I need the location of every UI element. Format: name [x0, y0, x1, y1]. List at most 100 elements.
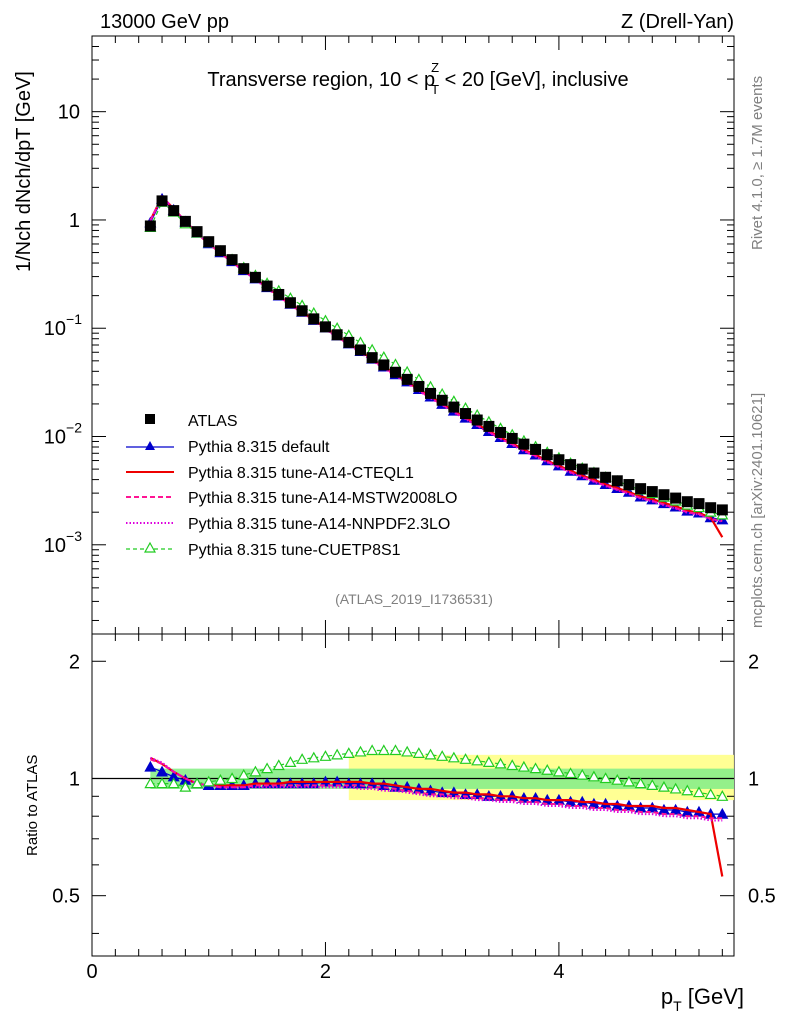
atlas-data-point	[681, 496, 693, 508]
ratio-default-point	[156, 765, 169, 777]
ratio-cuetp8s1-point	[307, 751, 320, 763]
x-tick-label: 0	[86, 961, 97, 983]
ratio-cuetp8s1-point	[156, 777, 169, 789]
atlas-data-point	[156, 195, 168, 207]
ratio-cuetp8s1-point	[704, 788, 717, 800]
atlas-data-point	[319, 321, 331, 333]
ratio-cuetp8s1-point	[179, 780, 192, 792]
legend-label-a14-nnpdf: Pythia 8.315 tune-A14-NNPDF2.3LO	[188, 516, 450, 533]
legend-marker-default	[145, 441, 155, 450]
ratio-cuetp8s1-point	[296, 753, 309, 764]
legend-label-a14-cteql1: Pythia 8.315 tune-A14-CTEQL1	[188, 465, 414, 482]
atlas-data-point	[693, 498, 705, 510]
atlas-data-point	[716, 504, 728, 516]
collision-energy-label: 13000 GeV pp	[100, 11, 229, 33]
atlas-data-point	[611, 475, 623, 487]
main-a14-nnpdf-line	[149, 194, 723, 523]
y-tick-label: 10	[58, 102, 80, 124]
plot-title: Transverse region, 10 < pZ T < 20 [GeV], …	[207, 60, 628, 97]
y-tick-label: 10	[44, 427, 66, 449]
y-tick-label: 10	[44, 535, 66, 557]
ratio-cuetp8s1-point	[482, 756, 495, 767]
atlas-data-point	[366, 352, 378, 364]
ratio-y-axis-label: Ratio to ATLAS	[24, 755, 41, 856]
ratio-cuetp8s1-point	[716, 790, 729, 801]
atlas-data-point	[471, 414, 483, 426]
atlas-data-point	[658, 489, 670, 501]
ratio-cuetp8s1-point	[529, 762, 542, 774]
legend-label-a14-mstw: Pythia 8.315 tune-A14-MSTW2008LO	[188, 490, 457, 507]
ratio-cuetp8s1-point	[237, 768, 250, 780]
ratio-cuetp8s1-point	[471, 754, 484, 766]
legend-marker-cuetp8s1	[143, 541, 157, 553]
legend-item-atlas: ATLAS	[145, 413, 238, 430]
legend-marker-atlas	[145, 414, 155, 424]
rivet-version-label: Rivet 4.1.0, ≥ 1.7M events	[749, 76, 766, 250]
atlas-data-point	[600, 471, 612, 483]
atlas-data-point	[646, 486, 658, 498]
atlas-data-point	[249, 271, 261, 283]
ratio-cuetp8s1-point	[366, 744, 379, 756]
atlas-data-point	[179, 215, 191, 227]
atlas-data-point	[308, 313, 320, 325]
ratio-default-point	[716, 807, 729, 819]
atlas-data-point	[214, 245, 226, 257]
ratio-cuetp8s1-point	[634, 777, 647, 789]
legend: ATLAS Pythia 8.315 default Pythia 8.315 …	[126, 413, 457, 559]
atlas-data-point	[576, 463, 588, 475]
atlas-data-point	[284, 297, 296, 309]
mcplots-label: mcplots.cern.ch [arXiv:2401.10621]	[749, 393, 766, 628]
ratio-cuetp8s1-point	[401, 745, 414, 757]
analysis-id: (ATLAS_2019_I1736531)	[335, 591, 493, 607]
y-tick-label-exponent: −3	[66, 528, 82, 544]
ratio-cuetp8s1-point	[284, 756, 297, 767]
atlas-data-point	[495, 426, 507, 438]
atlas-data-point	[273, 288, 285, 300]
ratio-cuetp8s1-point	[506, 759, 519, 771]
atlas-data-point	[226, 254, 238, 266]
atlas-data-point	[413, 380, 425, 392]
ratio-cuetp8s1-point	[552, 765, 565, 777]
ratio-cuetp8s1-point	[459, 753, 472, 764]
atlas-data-point	[168, 205, 180, 217]
x-tick-label: 4	[553, 961, 564, 983]
atlas-data-point	[191, 226, 203, 238]
legend-label-atlas: ATLAS	[188, 413, 238, 430]
atlas-data-point	[670, 492, 682, 504]
ratio-cuetp8s1-point	[377, 744, 390, 756]
ratio-cuetp8s1-point	[436, 750, 449, 761]
ratio-cuetp8s1-point	[342, 747, 355, 758]
atlas-data-point	[343, 336, 355, 348]
legend-label-cuetp8s1: Pythia 8.315 tune-CUETP8S1	[188, 542, 401, 559]
atlas-data-point	[448, 401, 460, 413]
process-label: Z (Drell-Yan)	[621, 11, 734, 33]
ratio-cuetp8s1-point	[214, 773, 227, 785]
atlas-data-point	[203, 236, 215, 248]
ratio-a14-cteql1-line	[149, 756, 724, 877]
ratio-tick-label-left: 0.5	[52, 886, 80, 908]
atlas-data-point	[541, 449, 553, 461]
ratio-cuetp8s1-point	[389, 744, 402, 756]
atlas-data-point	[460, 408, 472, 420]
main-y-axis-label: 1/Nch dNch/dpT [GeV]	[13, 71, 35, 272]
ratio-cuetp8s1-point	[191, 777, 204, 789]
ratio-cuetp8s1-point	[167, 777, 180, 789]
legend-item-a14-mstw: Pythia 8.315 tune-A14-MSTW2008LO	[126, 490, 457, 507]
atlas-data-point	[588, 467, 600, 479]
legend-item-cuetp8s1: Pythia 8.315 tune-CUETP8S1	[126, 541, 401, 559]
ratio-tick-label-left: 1	[69, 768, 80, 790]
atlas-data-point	[238, 263, 250, 275]
ratio-cuetp8s1-point	[576, 768, 589, 780]
atlas-data-point	[506, 432, 518, 444]
atlas-data-point	[530, 443, 542, 455]
ratio-cuetp8s1-point	[354, 745, 367, 757]
atlas-data-point	[331, 329, 343, 341]
ratio-cuetp8s1-point	[587, 770, 600, 782]
ratio-cuetp8s1-point	[319, 750, 332, 761]
atlas-data-point	[436, 394, 448, 406]
legend-item-default: Pythia 8.315 default	[126, 439, 330, 456]
ratio-tick-label-right: 1	[748, 768, 759, 790]
ratio-plot-marks	[144, 744, 729, 877]
y-tick-label-exponent: −2	[66, 420, 82, 436]
